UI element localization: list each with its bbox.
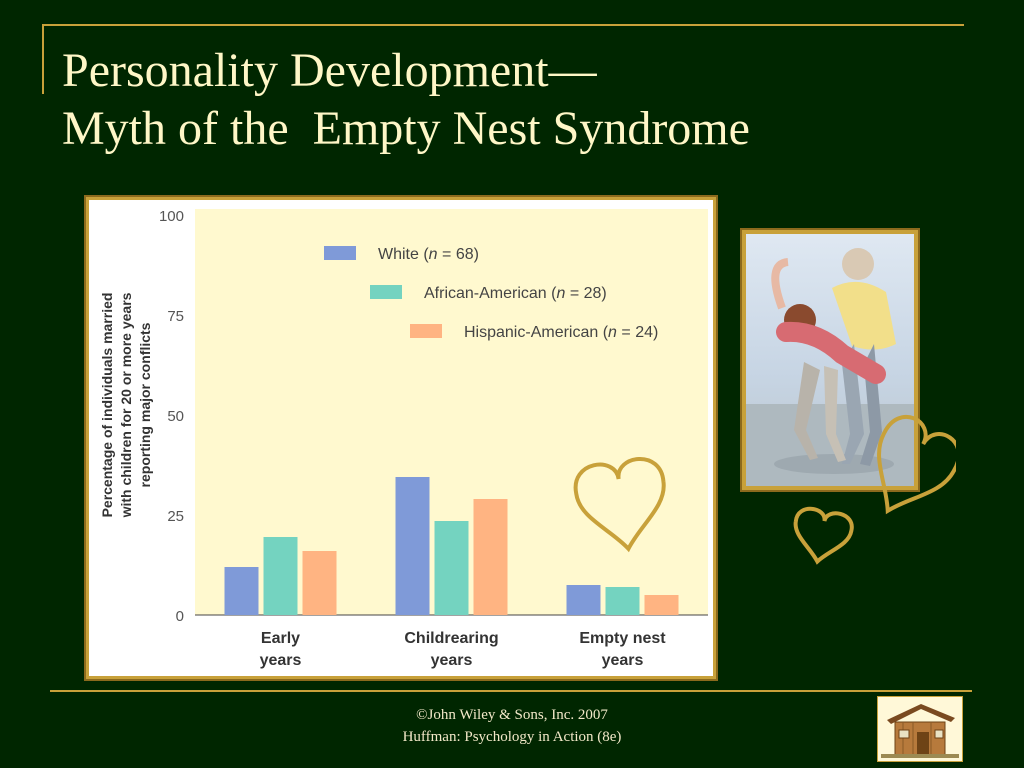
y-tick-label: 50 (167, 408, 184, 425)
title-side-rule (42, 24, 44, 94)
legend-swatch (370, 285, 402, 299)
slide-title: Personality Development— Myth of the Emp… (62, 42, 750, 158)
heart-icon (877, 414, 956, 515)
legend-label: White (n = 68) (378, 246, 479, 263)
title-top-rule (44, 24, 964, 26)
bar (434, 521, 469, 615)
couple-on-beach-photo (746, 234, 914, 486)
chart-frame: 0 25 50 75 100 Percentage of individuals marr… (84, 195, 718, 681)
photo-frame (740, 228, 920, 492)
bar (605, 587, 640, 615)
bar (302, 551, 337, 615)
copyright-text: ©John Wiley & Sons, Inc. 2007 (416, 707, 608, 723)
bar (263, 537, 298, 615)
legend-label: African-American (n = 28) (424, 285, 607, 302)
y-tick-label: 25 (167, 508, 184, 525)
x-tick-label: Empty nest (579, 630, 666, 647)
title-line-1: Personality Development— (62, 44, 597, 97)
heart-outline (877, 414, 956, 515)
y-tick-label: 0 (176, 608, 184, 625)
heart-icon (793, 506, 854, 565)
legend-swatch (410, 324, 442, 338)
y-axis-label-line: Percentage of individuals married (99, 293, 115, 518)
y-axis-label-line: reporting major conflicts (137, 322, 153, 487)
y-tick-label: 100 (159, 208, 184, 225)
bar (566, 585, 601, 615)
y-axis-label-line: with children for 20 or more years (118, 292, 134, 518)
x-tick-label: years (260, 652, 302, 669)
bar (395, 477, 430, 615)
bar (224, 567, 259, 615)
title-line-2: Myth of the Empty Nest Syndrome (62, 102, 750, 155)
x-tick-label: Childrearing (404, 630, 498, 647)
heart-icon (573, 457, 666, 553)
x-tick-label: Early (261, 630, 300, 647)
legend-label: Hispanic-American (n = 24) (464, 324, 658, 341)
heart-outline (573, 457, 666, 553)
bar-chart: 0 25 50 75 100 Percentage of individuals marr… (99, 208, 708, 669)
x-tick-label: years (602, 652, 644, 669)
x-tick-label: years (431, 652, 473, 669)
heart-outline (793, 506, 854, 565)
bar (473, 499, 508, 615)
y-tick-label: 75 (167, 308, 184, 325)
footer-rule (50, 690, 972, 692)
book-citation: Huffman: Psychology in Action (8e) (402, 729, 622, 745)
footer: ©John Wiley & Sons, Inc. 2007 Huffman: P… (312, 704, 712, 748)
legend-swatch (324, 246, 356, 260)
bar (644, 595, 679, 615)
wooden-house-logo (877, 696, 963, 762)
y-axis-label: Percentage of individuals married with ch… (99, 292, 153, 518)
